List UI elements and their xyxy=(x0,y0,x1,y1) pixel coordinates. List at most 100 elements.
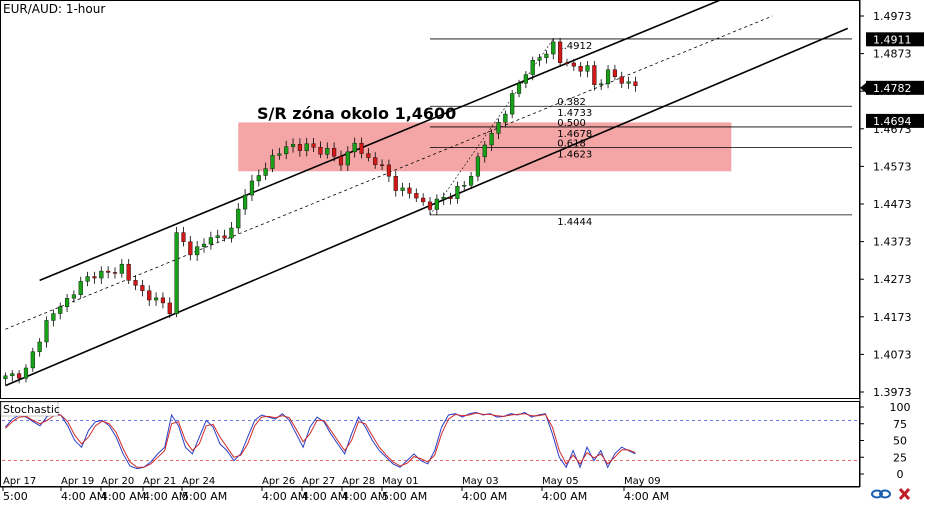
candle[interactable] xyxy=(256,169,261,187)
candle[interactable] xyxy=(612,64,617,81)
candle[interactable] xyxy=(496,118,501,140)
candle[interactable] xyxy=(633,76,638,92)
stoch-d-line[interactable] xyxy=(5,412,636,468)
candle[interactable] xyxy=(208,231,213,250)
candle[interactable] xyxy=(167,297,172,319)
candle[interactable] xyxy=(236,203,241,234)
candle[interactable] xyxy=(153,292,159,306)
candle[interactable] xyxy=(17,370,22,384)
channel-line-upper[interactable] xyxy=(39,0,725,282)
candle[interactable] xyxy=(462,180,467,191)
candle[interactable] xyxy=(112,267,118,279)
candle[interactable] xyxy=(482,141,487,163)
candle[interactable] xyxy=(564,58,570,67)
candle[interactable] xyxy=(290,138,296,153)
candle[interactable] xyxy=(516,79,522,98)
candle[interactable] xyxy=(421,193,426,206)
candle[interactable] xyxy=(106,266,111,279)
candle[interactable] xyxy=(379,159,385,171)
candle[interactable] xyxy=(523,71,528,89)
stoch-k-line[interactable] xyxy=(5,411,636,470)
candle[interactable] xyxy=(558,37,563,68)
candle[interactable] xyxy=(332,142,337,162)
candle[interactable] xyxy=(99,266,104,285)
candle[interactable] xyxy=(544,50,549,64)
candle[interactable] xyxy=(10,370,15,382)
candle[interactable] xyxy=(366,148,371,162)
candle[interactable] xyxy=(338,150,344,171)
candle[interactable] xyxy=(37,338,42,357)
candle[interactable] xyxy=(64,293,70,312)
candle[interactable] xyxy=(44,316,49,348)
candle[interactable] xyxy=(126,258,131,285)
candle[interactable] xyxy=(277,147,282,160)
candle[interactable] xyxy=(400,182,405,197)
candle[interactable] xyxy=(304,137,309,157)
candle[interactable] xyxy=(263,162,268,181)
candle[interactable] xyxy=(181,226,186,247)
candle[interactable] xyxy=(3,372,8,385)
candle[interactable] xyxy=(174,226,179,318)
candle[interactable] xyxy=(578,61,583,77)
candle[interactable] xyxy=(78,276,83,299)
candle[interactable] xyxy=(345,146,350,172)
candle[interactable] xyxy=(605,65,611,89)
candle[interactable] xyxy=(592,61,597,91)
candle[interactable] xyxy=(359,137,364,159)
stochastic-pane[interactable] xyxy=(0,401,860,487)
candle[interactable] xyxy=(619,71,624,88)
candle[interactable] xyxy=(92,271,97,284)
candle[interactable] xyxy=(201,238,207,253)
candle[interactable] xyxy=(510,89,515,119)
candle[interactable] xyxy=(571,58,576,71)
candle[interactable] xyxy=(318,141,323,159)
candle[interactable] xyxy=(414,188,419,202)
candle[interactable] xyxy=(243,189,248,215)
candle[interactable] xyxy=(599,79,604,91)
candle[interactable] xyxy=(469,172,474,190)
candle[interactable] xyxy=(530,56,535,81)
candle[interactable] xyxy=(133,275,138,291)
candle[interactable] xyxy=(160,292,166,309)
candle[interactable] xyxy=(188,236,193,261)
candle[interactable] xyxy=(386,159,391,183)
candle[interactable] xyxy=(407,182,412,199)
candle[interactable] xyxy=(325,142,330,159)
candle[interactable] xyxy=(455,181,460,204)
candle[interactable] xyxy=(352,137,357,158)
chain-link-icon[interactable] xyxy=(871,489,891,499)
candle[interactable] xyxy=(475,152,481,182)
candle[interactable] xyxy=(30,347,35,372)
channel-line-lower[interactable] xyxy=(5,27,849,387)
candle[interactable] xyxy=(626,76,631,89)
candle[interactable] xyxy=(249,174,255,202)
candle[interactable] xyxy=(222,229,227,242)
candle[interactable] xyxy=(393,171,398,197)
candle[interactable] xyxy=(140,280,145,297)
candle[interactable] xyxy=(434,194,439,216)
candle[interactable] xyxy=(284,140,289,160)
candle[interactable] xyxy=(215,229,220,243)
candle[interactable] xyxy=(537,54,542,67)
candle[interactable] xyxy=(270,149,275,173)
candle[interactable] xyxy=(503,110,508,128)
candle[interactable] xyxy=(585,61,590,78)
candle[interactable] xyxy=(58,302,63,320)
candle[interactable] xyxy=(489,129,494,151)
candle[interactable] xyxy=(195,240,200,261)
candle[interactable] xyxy=(51,309,56,327)
candle[interactable] xyxy=(427,197,433,215)
candle[interactable] xyxy=(441,192,446,206)
candle[interactable] xyxy=(448,192,453,205)
candle[interactable] xyxy=(85,271,90,287)
candle[interactable] xyxy=(551,38,556,60)
candle[interactable] xyxy=(23,364,29,383)
candle[interactable] xyxy=(311,137,316,152)
candle[interactable] xyxy=(71,290,76,303)
candle[interactable] xyxy=(373,152,378,169)
candle[interactable] xyxy=(119,259,124,278)
candle[interactable] xyxy=(147,285,152,307)
candle[interactable] xyxy=(229,222,234,243)
candle[interactable] xyxy=(297,138,302,157)
cross-logo-icon[interactable] xyxy=(898,487,911,501)
